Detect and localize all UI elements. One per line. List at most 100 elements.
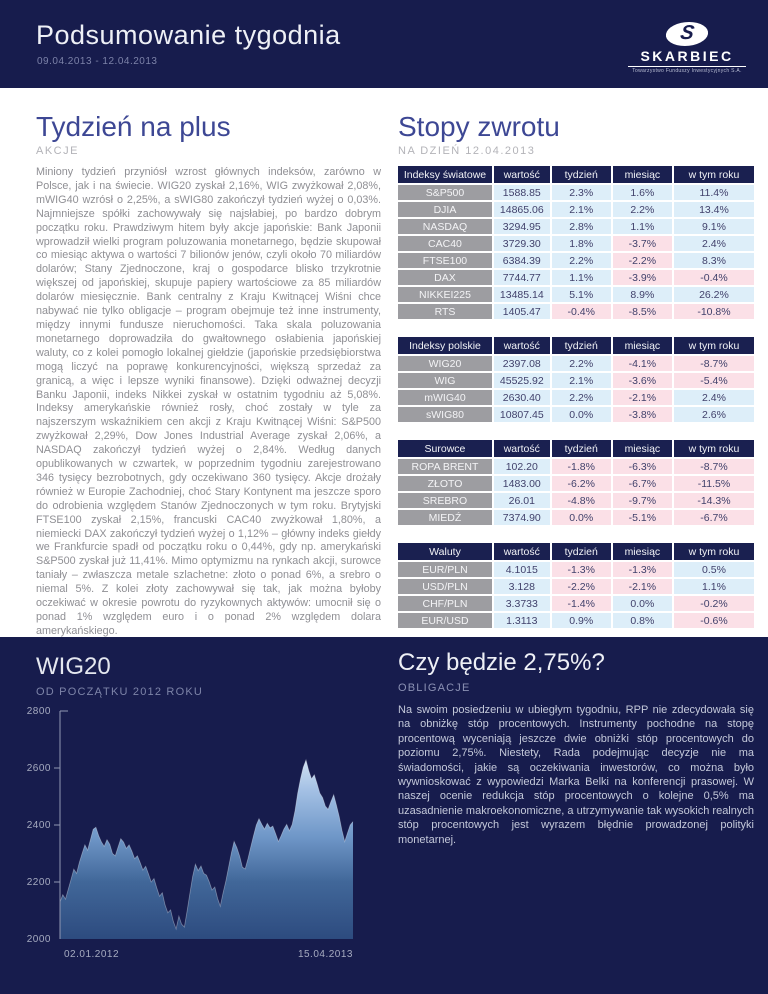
value-cell: 1.1% [612, 219, 672, 234]
value-cell: 10807.45 [493, 407, 550, 422]
table-row: SREBRO 26.01 -4.8% -9.7% -14.3% [398, 493, 754, 508]
column-header: tydzień [551, 440, 611, 457]
column-header: Indeksy światowe [398, 166, 492, 183]
value-cell: 8.3% [673, 253, 754, 268]
row-label: EUR/PLN [398, 562, 492, 577]
value-cell: 2.2% [612, 202, 672, 217]
value-cell: 14865.06 [493, 202, 550, 217]
logo-name: SKARBIEC [640, 48, 734, 64]
table-row: CHF/PLN 3.3733 -1.4% 0.0% -0.2% [398, 596, 754, 611]
table-row: NIKKEI225 13485.14 5.1% 8.9% 26.2% [398, 287, 754, 302]
table-row: ZŁOTO 1483.00 -6.2% -6.7% -11.5% [398, 476, 754, 491]
rates-table: Surowce wartość tydzień miesiąc w tym roku RO… [396, 438, 756, 527]
value-cell: 2.2% [551, 390, 611, 405]
value-cell: 1.8% [551, 236, 611, 251]
column-header: tydzień [551, 543, 611, 560]
table-row: mWIG40 2630.40 2.2% -2.1% 2.4% [398, 390, 754, 405]
bonds-article-eyebrow: OBLIGACJE [398, 682, 471, 694]
skarbiec-logo: S SKARBIEC Towarzystwo Funduszy Inwestyc… [628, 22, 746, 74]
row-label: DJIA [398, 202, 492, 217]
value-cell: 1.1% [673, 579, 754, 594]
value-cell: -10.8% [673, 304, 754, 319]
value-cell: 1.1% [551, 270, 611, 285]
column-header: w tym roku [673, 337, 754, 354]
value-cell: 13.4% [673, 202, 754, 217]
value-cell: 2.6% [673, 407, 754, 422]
row-label: ROPA BRENT [398, 459, 492, 474]
row-label: ZŁOTO [398, 476, 492, 491]
value-cell: -0.2% [673, 596, 754, 611]
value-cell: -5.1% [612, 510, 672, 525]
rates-table: Indeksy polskie wartość tydzień miesiąc w ty… [396, 335, 756, 424]
value-cell: 0.9% [551, 613, 611, 628]
column-header: miesiąc [612, 543, 672, 560]
page-header: Podsumowanie tygodnia 09.04.2013 - 12.04… [0, 0, 768, 88]
value-cell: -2.2% [612, 253, 672, 268]
value-cell: -4.8% [551, 493, 611, 508]
table-row: RTS 1405.47 -0.4% -8.5% -10.8% [398, 304, 754, 319]
value-cell: 2397.08 [493, 356, 550, 371]
table-row: USD/PLN 3.128 -2.2% -2.1% 1.1% [398, 579, 754, 594]
value-cell: 2.3% [551, 185, 611, 200]
svg-text:2800: 2800 [27, 706, 51, 717]
stocks-article-body: Miniony tydzień przyniósł wzrost głównyc… [36, 166, 381, 637]
column-header: w tym roku [673, 166, 754, 183]
returns-eyebrow: NA DZIEŃ 12.04.2013 [398, 145, 536, 157]
value-cell: 7374.90 [493, 510, 550, 525]
row-label: WIG20 [398, 356, 492, 371]
row-label: S&P500 [398, 185, 492, 200]
value-cell: -1.4% [551, 596, 611, 611]
wig20-chart: 2000 2200 2400 2600 2800 02.01.2012 15.04.2013 [27, 706, 354, 960]
value-cell: -5.4% [673, 373, 754, 388]
bonds-article: Czy będzie 2,75%? OBLIGACJE Na swoim pos… [398, 649, 754, 847]
row-label: mWIG40 [398, 390, 492, 405]
row-label: NASDAQ [398, 219, 492, 234]
value-cell: 2.2% [551, 356, 611, 371]
value-cell: -2.1% [612, 390, 672, 405]
value-cell: 4.1015 [493, 562, 550, 577]
value-cell: -6.7% [673, 510, 754, 525]
row-label: CAC40 [398, 236, 492, 251]
row-label: SREBRO [398, 493, 492, 508]
value-cell: 2.4% [673, 390, 754, 405]
value-cell: -9.7% [612, 493, 672, 508]
column-header: miesiąc [612, 440, 672, 457]
stocks-article-title: Tydzień na plus [36, 111, 231, 142]
value-cell: 1588.85 [493, 185, 550, 200]
column-header: wartość [493, 166, 550, 183]
value-cell: 2630.40 [493, 390, 550, 405]
stocks-article: Tydzień na plus AKCJE Miniony tydzień pr… [36, 112, 381, 639]
row-label: DAX [398, 270, 492, 285]
value-cell: -1.3% [612, 562, 672, 577]
value-cell: 9.1% [673, 219, 754, 234]
value-cell: 0.0% [551, 510, 611, 525]
skarbiec-s-icon: S [663, 22, 711, 46]
row-label: WIG [398, 373, 492, 388]
value-cell: 0.5% [673, 562, 754, 577]
value-cell: -2.2% [551, 579, 611, 594]
column-header: wartość [493, 440, 550, 457]
value-cell: -6.7% [612, 476, 672, 491]
returns-section: Stopy zwrotu NA DZIEŃ 12.04.2013 Indeksy… [398, 112, 758, 644]
value-cell: -0.6% [673, 613, 754, 628]
returns-tables: Indeksy światowe wartość tydzień miesiąc w t… [398, 164, 758, 630]
value-cell: 8.9% [612, 287, 672, 302]
value-cell: 13485.14 [493, 287, 550, 302]
row-label: FTSE100 [398, 253, 492, 268]
table-row: DAX 7744.77 1.1% -3.9% -0.4% [398, 270, 754, 285]
value-cell: 1.3113 [493, 613, 550, 628]
chart-heading: WIG20 OD POCZĄTKU 2012 ROKU [36, 653, 203, 698]
svg-text:02.01.2012: 02.01.2012 [64, 949, 119, 960]
value-cell: -8.7% [673, 459, 754, 474]
value-cell: -2.1% [612, 579, 672, 594]
row-label: RTS [398, 304, 492, 319]
value-cell: -3.6% [612, 373, 672, 388]
value-cell: -1.3% [551, 562, 611, 577]
table-row: NASDAQ 3294.95 2.8% 1.1% 9.1% [398, 219, 754, 234]
row-label: USD/PLN [398, 579, 492, 594]
stocks-article-eyebrow: AKCJE [36, 145, 79, 157]
svg-text:2600: 2600 [27, 763, 51, 774]
logo-monogram: S [678, 22, 696, 44]
column-header: Indeksy polskie [398, 337, 492, 354]
value-cell: 3.128 [493, 579, 550, 594]
